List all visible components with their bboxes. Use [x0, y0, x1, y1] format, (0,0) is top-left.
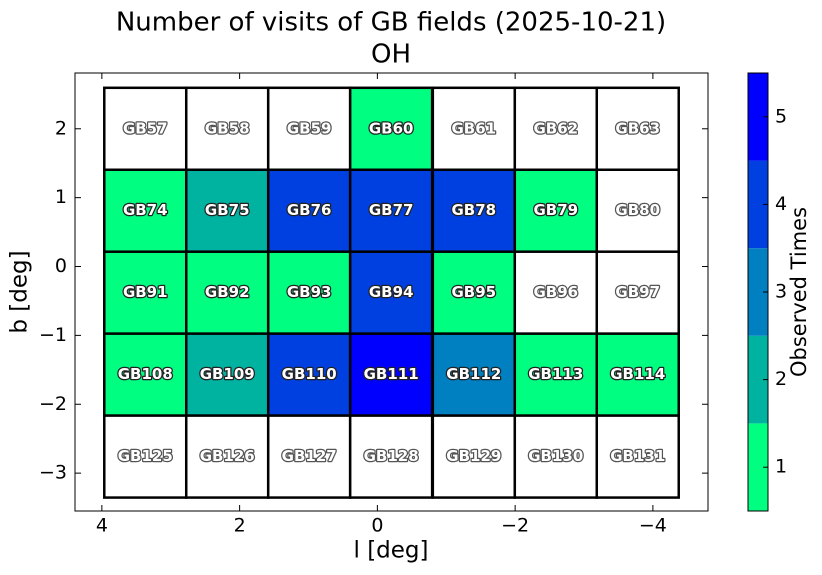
- field-label: GB62: [533, 119, 578, 137]
- field-cell: [184, 332, 270, 417]
- field-label: GB129: [446, 447, 501, 465]
- field-label: GB93: [287, 283, 332, 301]
- field-cell: [266, 414, 352, 499]
- field-cell: [184, 250, 270, 335]
- colorbar-tick-label: 1: [775, 456, 787, 478]
- field-label: GB76: [287, 201, 332, 219]
- colorbar-swatch: [748, 335, 768, 424]
- x-tick-label: 0: [371, 515, 383, 537]
- colorbar-swatch: [748, 73, 768, 161]
- field-cell: [103, 86, 188, 172]
- field-label: GB80: [615, 201, 660, 219]
- x-tick-label: 4: [96, 515, 108, 537]
- field-label: GB128: [364, 447, 419, 465]
- x-tick-label: −2: [501, 515, 529, 537]
- field-cell: [595, 250, 680, 335]
- field-cell: [266, 168, 352, 253]
- x-tick-label: −4: [639, 515, 667, 537]
- field-label: GB94: [369, 283, 414, 301]
- colorbar-label: Observed Times: [787, 207, 811, 377]
- y-tick-label: −1: [39, 324, 67, 346]
- field-label: GB97: [615, 283, 660, 301]
- field-label: GB91: [123, 283, 168, 301]
- field-cell: [266, 250, 352, 335]
- colorbar-tick-label: 3: [775, 281, 787, 303]
- field-label: GB95: [451, 283, 496, 301]
- field-label: GB92: [205, 283, 250, 301]
- field-label: GB110: [282, 365, 337, 383]
- colorbar-swatch: [748, 248, 768, 336]
- y-tick-label: −3: [39, 462, 67, 484]
- field-cell: [431, 168, 517, 253]
- y-tick-label: 2: [55, 117, 67, 139]
- y-tick-label: −2: [39, 393, 67, 415]
- field-label: GB75: [205, 201, 250, 219]
- field-label: GB78: [451, 201, 496, 219]
- chart-subtitle: OH: [371, 40, 411, 70]
- field-label: GB59: [287, 119, 332, 137]
- field-label: GB63: [615, 119, 660, 137]
- field-label: GB58: [205, 119, 250, 137]
- field-label: GB127: [282, 447, 337, 465]
- plot-frame: [74, 72, 709, 512]
- field-cell: [513, 332, 599, 417]
- field-cell: [513, 414, 599, 499]
- field-cell: [595, 414, 680, 499]
- field-cell: [103, 168, 188, 253]
- colorbar-swatch: [748, 160, 768, 249]
- field-cell: [595, 168, 680, 253]
- field-label: GB96: [533, 283, 578, 301]
- field-label: GB74: [123, 201, 168, 219]
- colorbar-swatch: [748, 423, 768, 511]
- field-label: GB57: [123, 119, 168, 137]
- colorbar-tick-label: 4: [775, 193, 787, 215]
- field-label: GB126: [200, 447, 255, 465]
- x-axis-label: l [deg]: [354, 538, 429, 564]
- x-tick-label: 2: [234, 515, 246, 537]
- field-cell: [431, 250, 517, 335]
- field-cell: [513, 86, 599, 172]
- field-label: GB130: [528, 447, 583, 465]
- field-label: GB131: [610, 447, 665, 465]
- field-label: GB112: [446, 365, 501, 383]
- field-cell: [513, 250, 599, 335]
- colorbar-tick-label: 5: [775, 105, 787, 127]
- field-cell: [103, 414, 188, 499]
- field-label: GB111: [364, 365, 419, 383]
- colorbar-tick-label: 2: [775, 368, 787, 390]
- field-label: GB125: [118, 447, 173, 465]
- chart-title: Number of visits of GB fields (2025-10-2…: [116, 8, 666, 38]
- y-tick-label: 1: [55, 186, 67, 208]
- field-label: GB108: [118, 365, 173, 383]
- field-cell: [103, 332, 188, 417]
- field-label: GB79: [533, 201, 578, 219]
- field-cell: [184, 86, 270, 172]
- y-axis-label: b [deg]: [7, 250, 33, 333]
- field-label: GB113: [528, 365, 583, 383]
- field-label: GB109: [200, 365, 255, 383]
- field-label: GB60: [369, 119, 414, 137]
- field-label: GB77: [369, 201, 414, 219]
- field-label: GB61: [451, 119, 496, 137]
- field-label: GB114: [610, 365, 665, 383]
- y-tick-label: 0: [55, 255, 67, 277]
